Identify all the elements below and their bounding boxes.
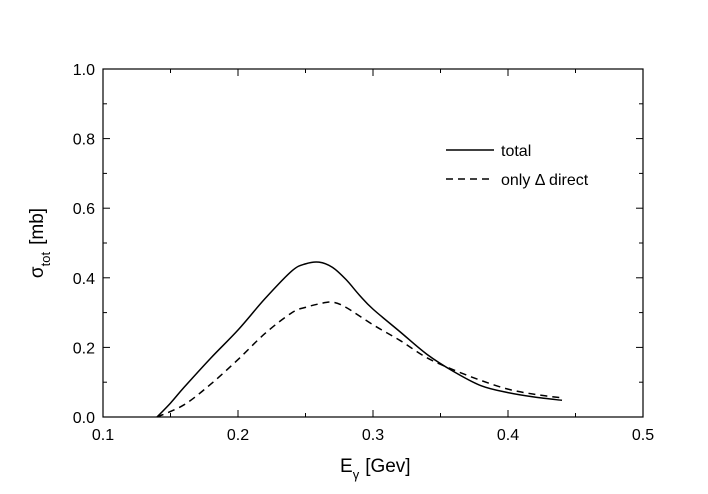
y-tick-label: 0.8: [73, 132, 95, 149]
y-tick-label: 0.6: [73, 201, 95, 218]
series-line-delta-direct: [156, 301, 563, 418]
y-axis-title: σtot [mb]: [27, 208, 53, 278]
series-layer: [156, 261, 563, 418]
y-axis-subscript: tot: [38, 252, 53, 267]
x-tick-label: 0.3: [362, 427, 384, 444]
y-axis-symbol: σ: [27, 266, 48, 278]
plot-frame: [102, 68, 644, 418]
x-tick-label: 0.1: [92, 427, 114, 444]
x-tick-label: 0.2: [227, 427, 249, 444]
y-tick-label: 0.0: [73, 410, 95, 427]
x-axis-subscript: γ: [353, 467, 360, 482]
y-tick-label: 1.0: [73, 62, 95, 79]
x-axis-unit: [Gev]: [365, 456, 410, 477]
legend-label-total: total: [501, 143, 531, 160]
x-tick-label: 0.4: [497, 427, 519, 444]
x-tick-label: 0.5: [632, 427, 654, 444]
x-axis-symbol: E: [340, 456, 353, 477]
y-axis-unit: [mb]: [27, 208, 48, 245]
y-axis-title-group: σtot [mb]: [27, 208, 53, 278]
y-axis-ticks: 0.0 0.2 0.4 0.6 0.8 1.0: [73, 62, 643, 427]
legend: total only Δ direct: [446, 143, 589, 189]
x-axis-title: Eγ [Gev]: [340, 456, 411, 482]
x-axis-ticks: 0.1 0.2 0.3 0.4 0.5: [92, 69, 654, 444]
legend-label-delta-direct: only Δ direct: [501, 172, 589, 189]
series-line-total: [156, 261, 563, 418]
y-tick-label: 0.2: [73, 340, 95, 357]
y-tick-label: 0.4: [73, 271, 95, 288]
